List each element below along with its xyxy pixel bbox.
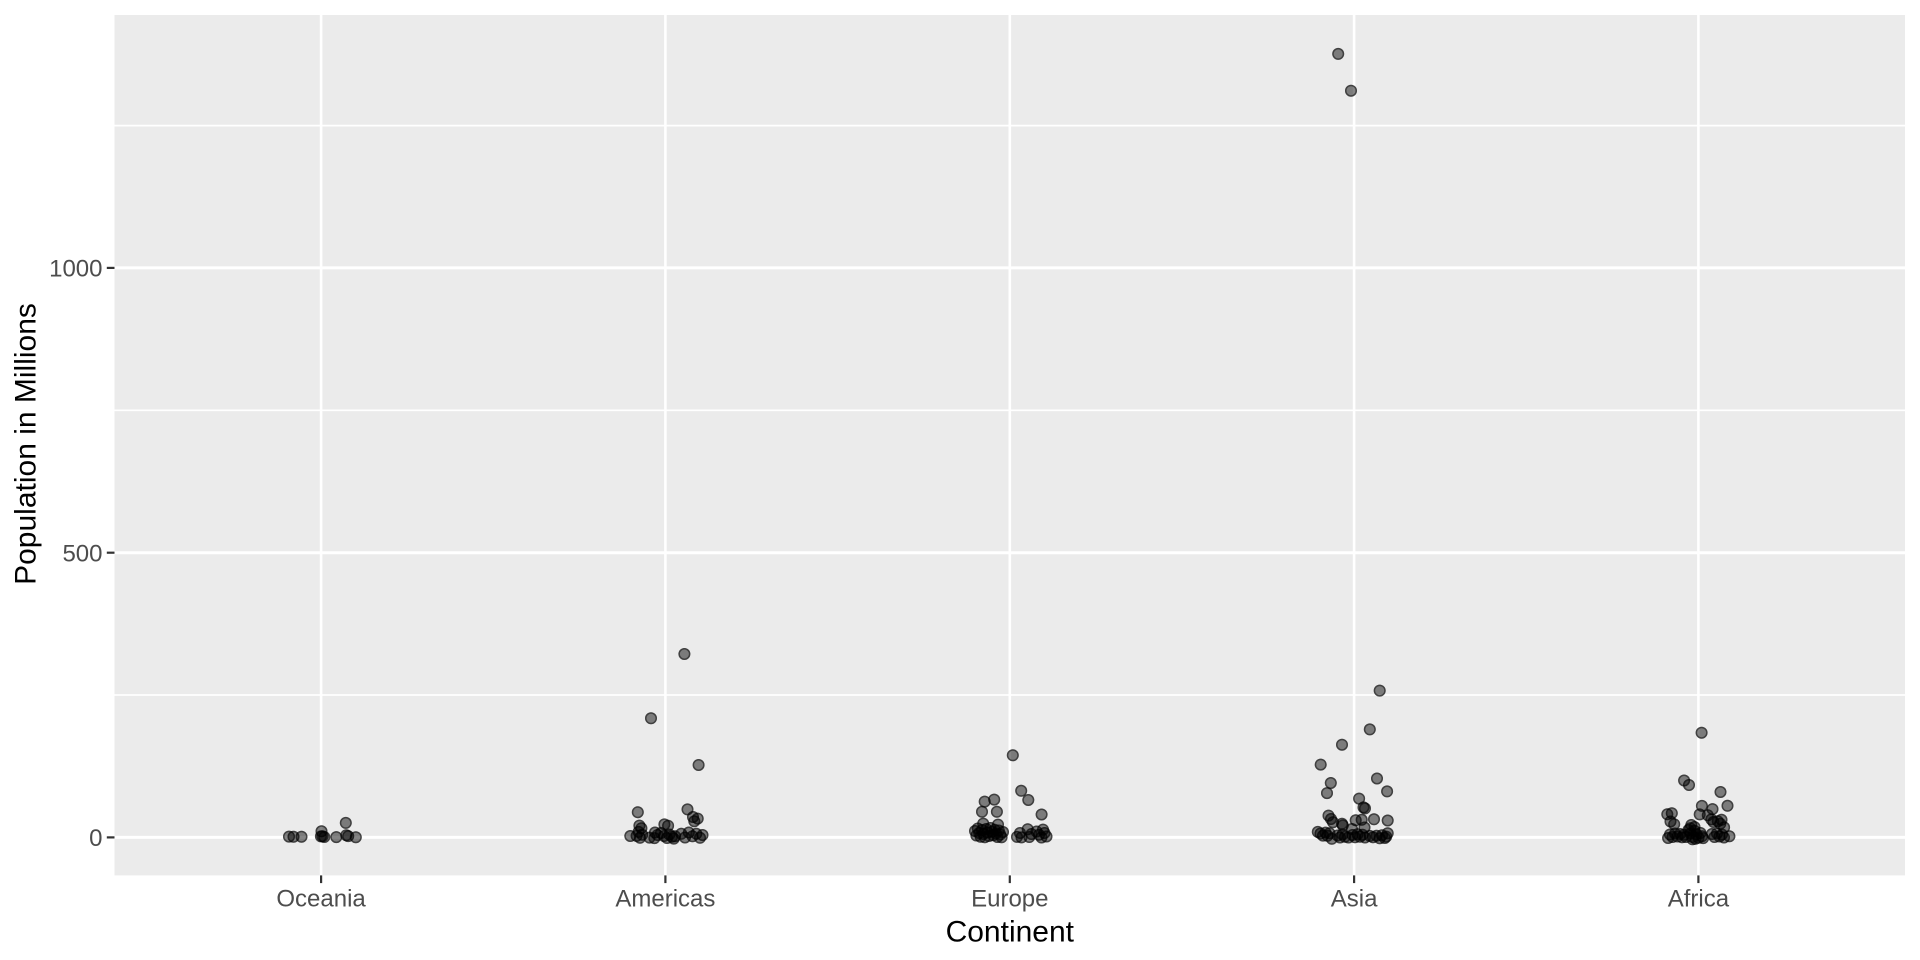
svg-text:Oceania: Oceania bbox=[276, 886, 366, 913]
svg-text:Population in Millions: Population in Millions bbox=[10, 303, 43, 585]
svg-text:0: 0 bbox=[89, 825, 102, 852]
svg-text:500: 500 bbox=[62, 540, 102, 567]
svg-text:1000: 1000 bbox=[49, 256, 102, 283]
svg-text:Africa: Africa bbox=[1668, 886, 1730, 913]
svg-text:Americas: Americas bbox=[615, 886, 715, 913]
svg-text:Continent: Continent bbox=[946, 915, 1075, 948]
svg-text:Asia: Asia bbox=[1331, 886, 1378, 913]
svg-text:Europe: Europe bbox=[971, 886, 1048, 913]
